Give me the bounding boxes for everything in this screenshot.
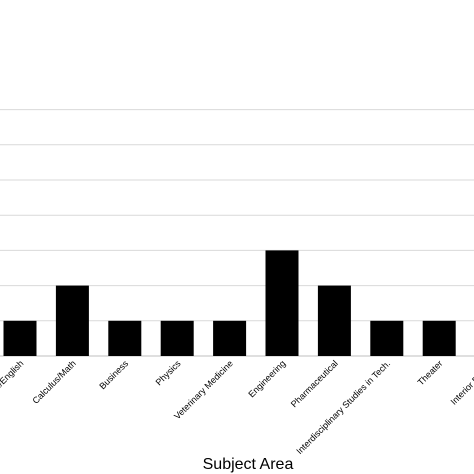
x-tick-label: Language/English [0, 358, 25, 416]
bars [3, 250, 456, 356]
x-tick-label: Interior Design [449, 358, 474, 406]
bar [317, 285, 351, 356]
x-tick-label: Engineering [246, 358, 287, 399]
bar [213, 320, 247, 356]
bar [422, 320, 456, 356]
bar [55, 285, 89, 356]
x-tick-label: Veterinary Medicine [172, 358, 235, 421]
x-tick-labels: Language/English Calculus/Math Business Phy… [0, 358, 474, 456]
bar [3, 320, 37, 356]
bar [265, 250, 299, 356]
bar [108, 320, 142, 356]
x-tick-label: Business [97, 358, 130, 391]
bar [370, 320, 404, 356]
x-tick-label: Interdisciplinary Studies in Tech. [294, 358, 392, 456]
x-axis-label: Subject Area [203, 456, 294, 473]
x-tick-label: Calculus/Math [30, 358, 77, 405]
bar [160, 320, 194, 356]
x-tick-label: Physics [154, 358, 183, 387]
x-tick-label: Theater [416, 358, 445, 387]
x-tick-label: Pharmaceutical [289, 358, 340, 409]
